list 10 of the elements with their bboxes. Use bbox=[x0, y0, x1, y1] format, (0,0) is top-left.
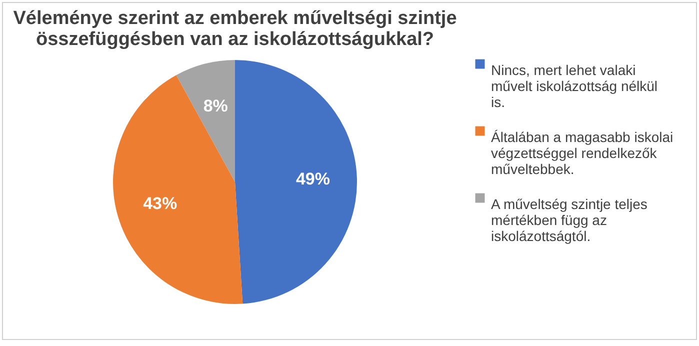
legend-label: Nincs, mert lehet valaki művelt iskolázottság nélkül is. bbox=[491, 62, 658, 110]
data-label: 8% bbox=[203, 96, 228, 116]
data-label: 49% bbox=[296, 170, 330, 189]
legend-label: A műveltség szintje teljes mértékben függ az iskolázottságtól. bbox=[491, 196, 648, 244]
legend-label: Általában a magasabb iskolai végzettséggel rendelkezők műveltebbek. bbox=[491, 129, 674, 177]
chart-title: Véleménye szerint az emberek műveltségi szintje összefüggésben van az iskolázottságukkal? bbox=[13, 8, 457, 50]
pie-slice bbox=[176, 60, 235, 182]
pie-slice bbox=[113, 75, 243, 304]
pie-slice bbox=[235, 60, 357, 304]
data-label: 43% bbox=[143, 194, 178, 213]
